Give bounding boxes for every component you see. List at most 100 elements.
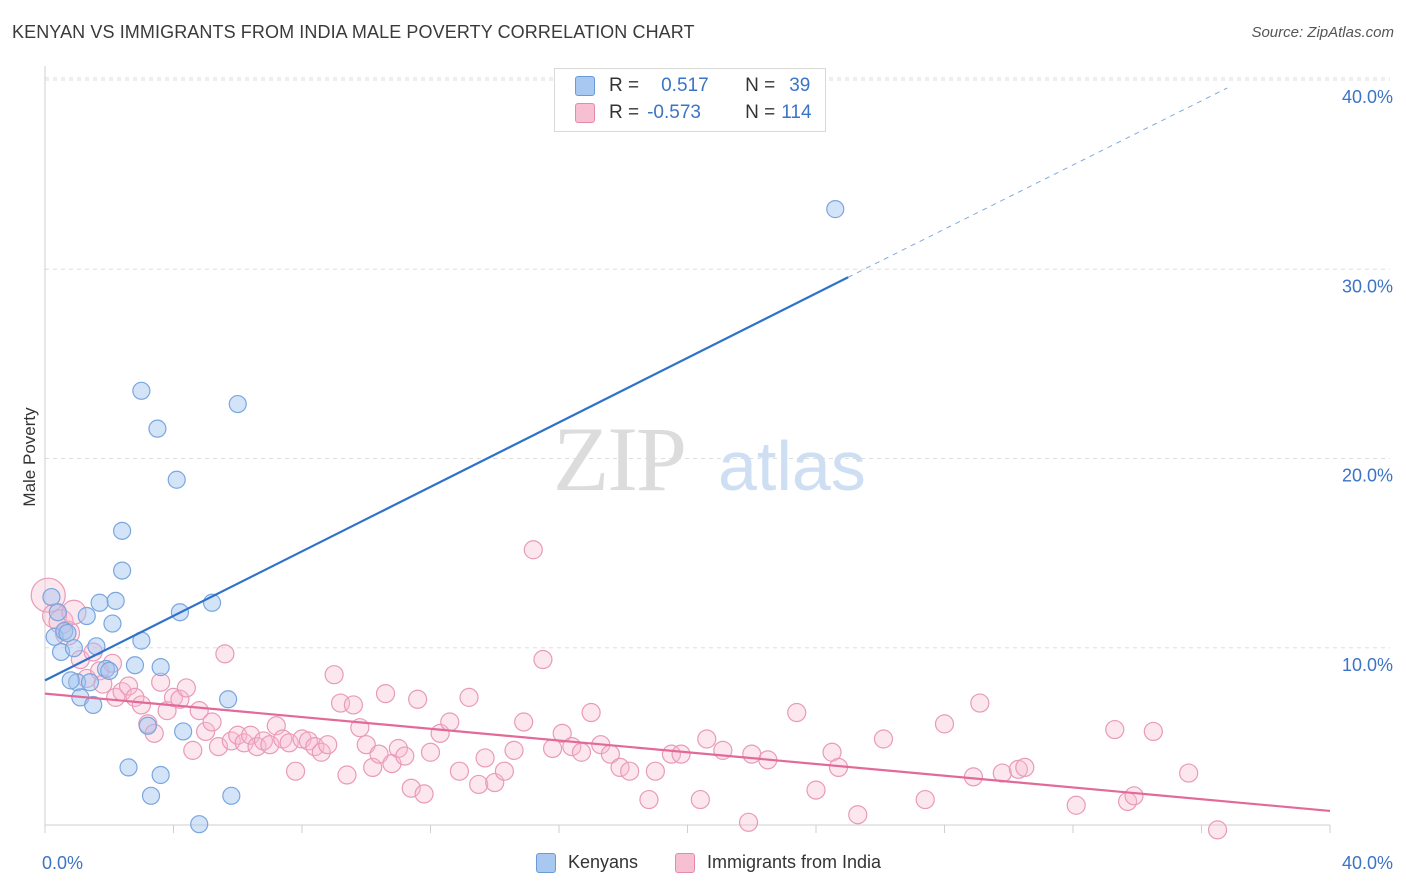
- kenyan-point: [148, 419, 167, 438]
- india-point: [48, 609, 74, 635]
- india-point: [620, 761, 640, 781]
- y-tick-label: 10.0%: [1342, 655, 1393, 675]
- y-tick-label: 30.0%: [1342, 276, 1393, 296]
- kenyan-point: [222, 786, 241, 805]
- kenyan-point: [96, 659, 116, 679]
- india-point: [202, 712, 222, 732]
- india-point: [318, 735, 338, 755]
- axis-layer: [44, 66, 1331, 833]
- y-axis-label: Male Poverty: [20, 407, 39, 507]
- legend-item-kenyans[interactable]: Kenyans: [536, 852, 638, 873]
- chart-title: KENYAN VS IMMIGRANTS FROM INDIA MALE POV…: [12, 22, 695, 42]
- kenyan-point: [68, 673, 87, 692]
- india-point: [504, 740, 524, 760]
- india-point: [610, 757, 630, 778]
- india-point: [151, 672, 171, 692]
- kenyan-point: [132, 381, 151, 400]
- india-point: [494, 761, 514, 781]
- india-point: [131, 695, 151, 715]
- r-value: -0.573: [647, 102, 701, 123]
- india-swatch: [575, 103, 595, 123]
- india-point: [469, 774, 489, 795]
- watermark-zip: ZIP: [553, 408, 685, 510]
- india-trend-line: [44, 692, 1331, 813]
- india-point: [697, 729, 717, 749]
- india-point: [581, 702, 601, 723]
- india-point: [118, 676, 139, 696]
- y-tick-label: 40.0%: [1342, 87, 1393, 107]
- india-point: [970, 693, 990, 713]
- kenyan-point: [64, 639, 84, 658]
- india-point: [356, 735, 376, 755]
- india-point: [337, 765, 357, 785]
- n-value: 114: [781, 102, 812, 123]
- labels-layer: 10.0% 20.0% 30.0% 40.0% 0.0% 40.0% Male Povert…: [20, 87, 1393, 873]
- india-point: [915, 789, 935, 810]
- india-legend-swatch: [675, 852, 695, 873]
- n-label: N =: [745, 75, 776, 96]
- india-point: [324, 665, 344, 685]
- india-point: [552, 723, 572, 743]
- india-point: [369, 744, 389, 764]
- kenyan-point: [80, 673, 100, 692]
- legend-label-india: Immigrants from India: [707, 852, 882, 872]
- r-label: R =: [609, 102, 640, 123]
- kenyan-point: [84, 695, 103, 715]
- india-point: [523, 540, 543, 560]
- kenyan-point: [112, 521, 132, 540]
- kenyan-point: [58, 623, 77, 643]
- n-value: 39: [789, 75, 811, 96]
- india-point: [395, 746, 415, 766]
- india-point: [1124, 786, 1144, 806]
- kenyan-point: [119, 758, 138, 777]
- india-point: [934, 714, 955, 734]
- india-point: [343, 695, 363, 715]
- grid-layer: [45, 77, 1390, 649]
- india-point: [1066, 795, 1086, 815]
- kenyans-swatch: [575, 76, 595, 96]
- kenyan-point: [106, 591, 125, 610]
- kenyan-point: [125, 656, 145, 675]
- kenyan-point: [42, 587, 61, 607]
- watermark-atlas: atlas: [718, 427, 866, 505]
- india-point: [475, 748, 495, 768]
- kenyan-point: [112, 561, 132, 580]
- india-point: [61, 599, 87, 625]
- kenyan-point: [219, 690, 238, 709]
- watermark: ZIP atlas: [553, 408, 866, 510]
- chart-source: Source: ZipAtlas.com: [1251, 24, 1394, 41]
- kenyan-trend-line: [44, 276, 849, 682]
- kenyan-point: [61, 671, 80, 690]
- kenyan-point: [138, 716, 157, 735]
- n-label: N =: [745, 102, 776, 123]
- kenyans-legend-swatch: [536, 852, 556, 873]
- points-layer: [30, 200, 1228, 840]
- india-point: [183, 740, 203, 760]
- kenyan-point: [90, 593, 109, 612]
- kenyan-trend-extension: [847, 87, 1228, 278]
- kenyan-point: [77, 606, 96, 626]
- india-point: [738, 812, 759, 832]
- india-point: [449, 761, 470, 781]
- india-point: [420, 742, 441, 762]
- kenyan-point: [174, 722, 193, 741]
- kenyan-point: [55, 622, 74, 641]
- india-point: [690, 789, 710, 810]
- india-point: [571, 742, 592, 762]
- india-point: [742, 744, 762, 764]
- legend-label-kenyans: Kenyans: [568, 852, 639, 872]
- india-point: [806, 780, 826, 800]
- india-point: [375, 683, 396, 704]
- india-point: [215, 644, 235, 664]
- india-point: [645, 761, 665, 781]
- india-point: [279, 733, 299, 753]
- kenyan-point: [141, 786, 161, 805]
- x-tick-label: 0.0%: [42, 853, 83, 873]
- india-point: [459, 687, 479, 707]
- stats-row-india: R = -0.573 N = 114: [575, 100, 812, 126]
- stats-row-kenyans: R = 0.517 N = 39: [575, 73, 810, 99]
- legend-item-india[interactable]: Immigrants from India: [675, 852, 881, 873]
- india-point: [1179, 763, 1199, 783]
- india-point: [311, 742, 331, 762]
- india-point: [170, 689, 190, 709]
